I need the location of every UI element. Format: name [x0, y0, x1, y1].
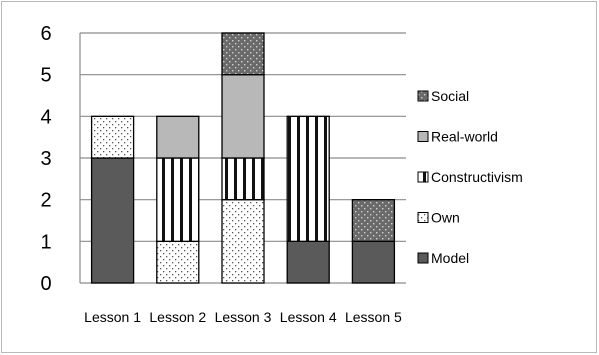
bar-segment-social	[221, 32, 265, 76]
bar-segment-constructivism	[221, 157, 265, 201]
bar-segment-model	[286, 240, 330, 284]
y-tick-label: 2	[40, 190, 51, 212]
legend-swatch-social	[417, 90, 429, 102]
x-tick-label: Lesson 2	[149, 309, 206, 325]
bar-segment-real-world	[156, 115, 200, 159]
legend-label: Social	[431, 88, 469, 104]
y-tick-label: 5	[40, 65, 51, 87]
bar-segment-constructivism	[286, 115, 330, 242]
y-tick-label: 0	[40, 273, 51, 295]
y-tick-label: 3	[40, 148, 51, 170]
y-axis: 0 1 2 3 4 5 6	[40, 23, 81, 295]
bar-segment-model	[90, 157, 135, 284]
bar-segment-social	[351, 199, 396, 242]
legend-label: Constructivism	[431, 169, 523, 185]
bars	[90, 32, 396, 284]
bar-segment-own	[221, 199, 265, 284]
bar-segment-real-world	[221, 74, 265, 159]
legend-label: Model	[431, 250, 469, 266]
x-tick-label: Lesson 1	[84, 309, 141, 325]
legend-swatch-model	[417, 252, 429, 264]
x-tick-label: Lesson 4	[280, 309, 337, 325]
legend-label: Real-world	[431, 129, 498, 145]
y-tick-label: 4	[40, 106, 51, 128]
bar-segment-model	[351, 240, 396, 284]
x-tick-label: Lesson 3	[215, 309, 272, 325]
legend-swatch-real-world	[417, 131, 429, 142]
x-tick-label: Lesson 5	[345, 309, 402, 325]
legend: Social Real-world Constructivism Own Model	[417, 88, 523, 266]
bar-segment-constructivism	[156, 157, 200, 242]
y-tick-label: 1	[40, 231, 51, 253]
legend-swatch-constructivism	[417, 171, 429, 183]
bar-segment-own	[90, 115, 135, 159]
x-axis-labels: Lesson 1 Lesson 2 Lesson 3 Lesson 4 Lesson 5	[84, 309, 402, 325]
legend-swatch-own	[417, 212, 429, 223]
y-tick-label: 6	[40, 23, 51, 45]
legend-label: Own	[431, 210, 460, 226]
bar-segment-own	[156, 240, 200, 284]
